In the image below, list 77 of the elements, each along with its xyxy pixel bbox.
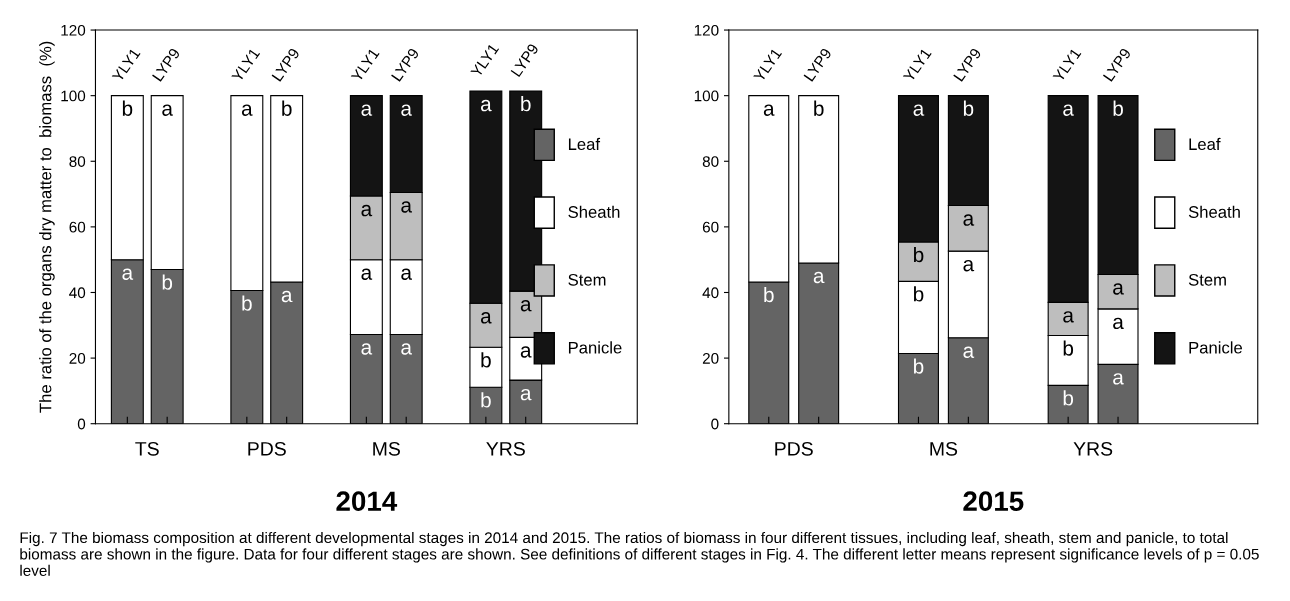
y-tick-label: 100 xyxy=(61,90,86,102)
data-label: b xyxy=(814,100,824,116)
data-label: b xyxy=(521,95,531,112)
data-label: a xyxy=(361,104,373,116)
data-label: a xyxy=(813,271,825,284)
data-label: a xyxy=(1113,373,1124,385)
legend-label: Stem xyxy=(568,273,606,286)
y-tick-label: 100 xyxy=(694,90,719,102)
data-label: b xyxy=(914,286,924,302)
data-label: a xyxy=(963,259,975,272)
data-label: b xyxy=(481,392,491,408)
y-tick-label: 0 xyxy=(77,418,86,430)
data-label: b xyxy=(1063,340,1074,356)
y-tick-label: 40 xyxy=(69,287,86,299)
y-tick-label: 80 xyxy=(69,156,86,167)
data-label: b xyxy=(481,352,491,368)
y-tick-label: 60 xyxy=(69,221,86,233)
data-label: b xyxy=(282,100,292,116)
text: YRS xyxy=(486,441,525,456)
data-label: a xyxy=(361,268,373,280)
data-label: b xyxy=(242,295,252,311)
text: PDS xyxy=(248,441,286,456)
text: MS xyxy=(373,441,400,456)
legend-label: Panicle xyxy=(568,341,622,354)
data-label: a xyxy=(520,299,532,312)
data-label: b xyxy=(1063,390,1074,406)
data-label: b xyxy=(764,286,774,303)
data-label: b xyxy=(162,274,173,290)
data-label: b xyxy=(1113,100,1123,116)
data-label: b xyxy=(122,100,133,116)
y-tick-label: 60 xyxy=(702,221,719,233)
data-label: a xyxy=(1113,283,1124,295)
data-label: a xyxy=(122,268,134,280)
y-tick-label: 20 xyxy=(702,352,719,364)
legend-label: Leaf xyxy=(1189,137,1221,151)
data-label: a xyxy=(1063,311,1074,323)
text: 2015 xyxy=(963,491,1024,512)
text: 2014 xyxy=(336,491,398,512)
text: TS xyxy=(135,441,159,456)
data-label: a xyxy=(361,343,373,355)
data-label: a xyxy=(480,312,492,324)
legend-label: Sheath xyxy=(1188,205,1240,218)
legend-label: Leaf xyxy=(568,137,601,151)
y-tick-label: 0 xyxy=(711,418,719,430)
data-label: b xyxy=(963,100,974,116)
y-tick-label: 20 xyxy=(69,352,86,364)
y-tick-label: 40 xyxy=(702,287,719,299)
data-label: a xyxy=(913,104,925,116)
text: MS xyxy=(930,441,958,456)
data-label: b xyxy=(914,246,924,263)
caption: Fig. 7 The biomass composition at different developmental stages in 2014 and 2015. The ratios of biomass in four different tissues, including leaf, sheath, stem and panicle, to total biomass are shown in the figure. Data for four different stages are shown. See definitions of different stages in Fig. 4. The different letter means represent significance levels of p = 0.05 level xyxy=(20,531,1259,577)
y-tick-label: 120 xyxy=(694,24,719,36)
legend-label: Stem xyxy=(1188,273,1226,286)
data-label: a xyxy=(1063,104,1074,116)
data-label: a xyxy=(520,346,532,358)
data-label: a xyxy=(361,204,373,217)
text: YRS xyxy=(1073,441,1113,456)
data-label: a xyxy=(963,214,975,226)
y-axis-title: The ratio of the organs dry matter to biomass (%) xyxy=(39,41,55,413)
data-label: a xyxy=(520,388,532,401)
data-label: a xyxy=(241,104,253,116)
legend-label: Panicle xyxy=(1189,341,1243,354)
text: PDS xyxy=(775,441,813,456)
data-label: a xyxy=(162,104,173,116)
data-label: a xyxy=(480,99,492,112)
data-label: a xyxy=(401,201,412,213)
data-label: a xyxy=(763,104,775,116)
data-label: a xyxy=(401,268,412,280)
legend-label: Sheath xyxy=(568,205,620,218)
y-tick-label: 120 xyxy=(61,24,86,36)
data-label: a xyxy=(401,104,412,116)
data-label: a xyxy=(401,343,412,355)
data-label: a xyxy=(281,290,293,303)
data-label: a xyxy=(1113,317,1124,330)
y-tick-label: 80 xyxy=(702,156,719,167)
data-label: b xyxy=(914,358,924,374)
data-label: a xyxy=(963,346,975,358)
